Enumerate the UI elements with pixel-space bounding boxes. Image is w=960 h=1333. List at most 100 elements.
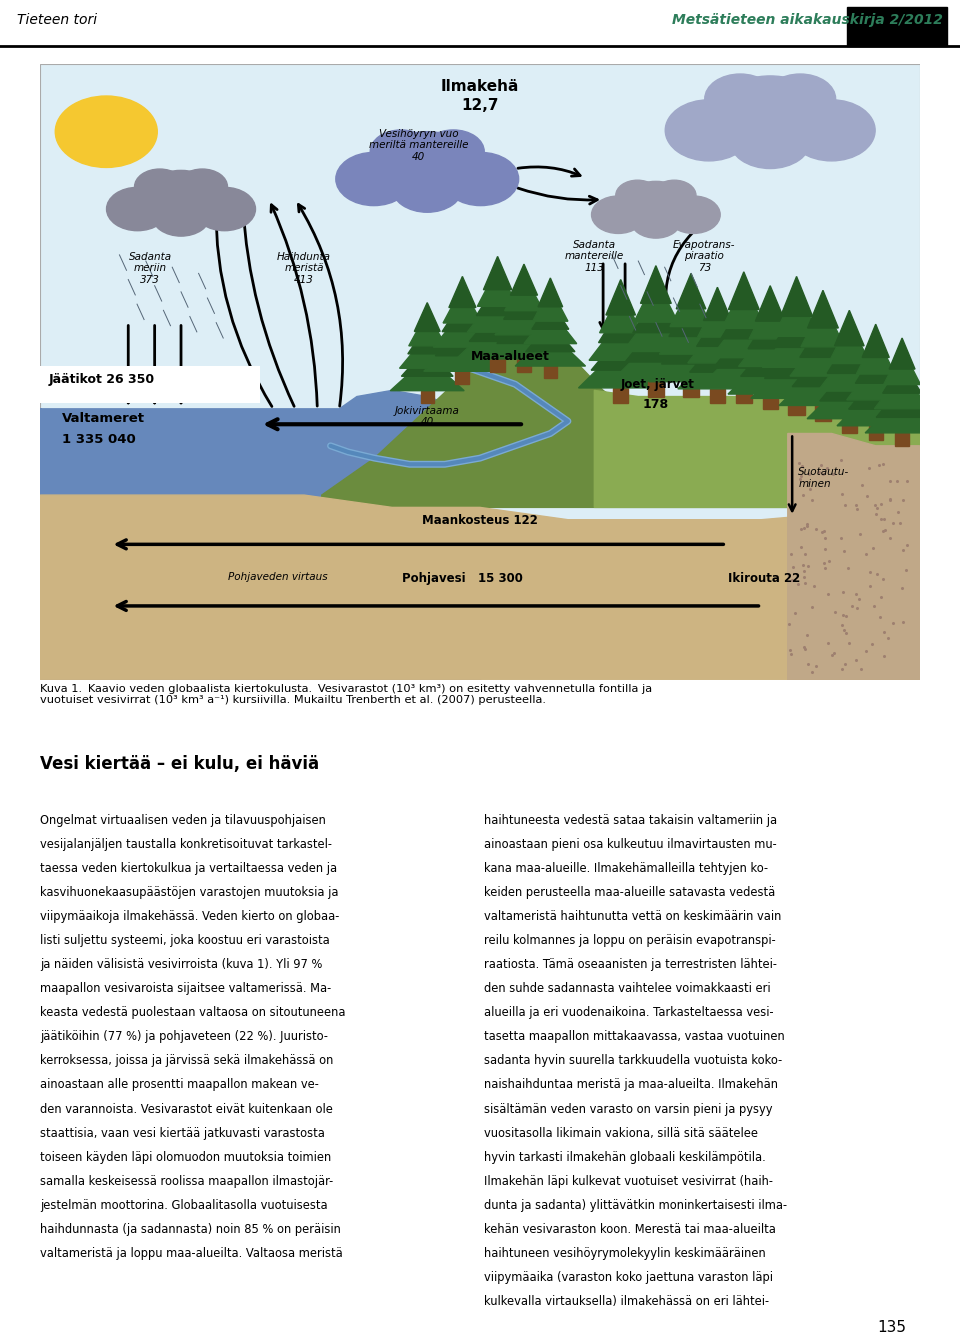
Polygon shape xyxy=(700,343,788,387)
Text: Pohjaveden virtaus: Pohjaveden virtaus xyxy=(228,572,327,583)
Circle shape xyxy=(178,169,228,204)
Polygon shape xyxy=(756,285,785,321)
Text: Ikirouta 22: Ikirouta 22 xyxy=(728,572,801,585)
Circle shape xyxy=(152,196,210,236)
Text: 135: 135 xyxy=(877,1320,906,1333)
Polygon shape xyxy=(762,395,778,409)
Text: Sadanta
mantereille
113: Sadanta mantereille 113 xyxy=(564,240,624,273)
Text: Maa-alueet: Maa-alueet xyxy=(471,351,550,364)
Circle shape xyxy=(788,100,876,161)
Polygon shape xyxy=(862,324,889,357)
Circle shape xyxy=(194,188,255,231)
Text: ainoastaan alle prosentti maapallon makean ve-: ainoastaan alle prosentti maapallon make… xyxy=(40,1078,319,1092)
Polygon shape xyxy=(606,280,636,315)
Circle shape xyxy=(134,169,185,204)
Polygon shape xyxy=(491,359,505,372)
Text: hyvin tarkasti ilmakehän globaali keskilämpötila.: hyvin tarkasti ilmakehän globaali keskil… xyxy=(485,1150,766,1164)
Polygon shape xyxy=(391,357,465,391)
Polygon shape xyxy=(855,351,896,384)
Text: 12,7: 12,7 xyxy=(461,97,499,113)
Text: Jokivirtaama
40: Jokivirtaama 40 xyxy=(395,405,460,428)
Text: Haihdunta
meristä
413: Haihdunta meristä 413 xyxy=(277,252,331,285)
Polygon shape xyxy=(468,293,528,332)
Text: tasetta maapallon mittakaavassa, vastaa vuotuinen: tasetta maapallon mittakaavassa, vastaa … xyxy=(485,1030,785,1044)
Polygon shape xyxy=(818,349,881,391)
Circle shape xyxy=(615,180,660,211)
Polygon shape xyxy=(828,337,872,373)
Text: Joet, järvet: Joet, järvet xyxy=(621,379,695,391)
Text: dunta ja sadanta) ylittävätkin moninkertaisesti ilma-: dunta ja sadanta) ylittävätkin moninkert… xyxy=(485,1198,787,1212)
Polygon shape xyxy=(842,419,857,433)
Polygon shape xyxy=(749,297,791,339)
Polygon shape xyxy=(449,276,476,308)
Text: Kuva 1. Kaavio veden globaalista kiertokulusta. Vesivarastot (10³ km³) on esitet: Kuva 1. Kaavio veden globaalista kiertok… xyxy=(40,684,653,705)
Polygon shape xyxy=(600,292,642,333)
Circle shape xyxy=(591,196,645,233)
Circle shape xyxy=(371,129,432,173)
Circle shape xyxy=(621,181,691,231)
Circle shape xyxy=(705,75,776,124)
Polygon shape xyxy=(815,405,830,421)
Text: maapallon vesivaroista sijaitsee valtamerissä. Ma-: maapallon vesivaroista sijaitsee valtame… xyxy=(40,982,331,996)
Text: staattisia, vaan vesi kiertää jatkuvasti varastosta: staattisia, vaan vesi kiertää jatkuvasti… xyxy=(40,1126,325,1140)
Polygon shape xyxy=(704,287,732,320)
Polygon shape xyxy=(477,268,517,307)
Polygon shape xyxy=(516,332,586,367)
Polygon shape xyxy=(849,376,902,409)
Circle shape xyxy=(667,196,720,233)
Polygon shape xyxy=(420,391,434,403)
Polygon shape xyxy=(613,388,628,403)
Circle shape xyxy=(443,152,518,205)
Text: 178: 178 xyxy=(642,397,669,411)
Polygon shape xyxy=(780,276,812,316)
Polygon shape xyxy=(788,399,804,415)
Circle shape xyxy=(56,96,157,168)
Polygon shape xyxy=(408,325,446,353)
Polygon shape xyxy=(457,319,538,359)
Polygon shape xyxy=(710,313,777,357)
Polygon shape xyxy=(485,323,563,359)
Text: den suhde sadannasta vaihtelee voimakkaasti eri: den suhde sadannasta vaihtelee voimakkaa… xyxy=(485,982,771,996)
Text: 1 335 040: 1 335 040 xyxy=(62,433,136,447)
Polygon shape xyxy=(820,365,878,401)
Polygon shape xyxy=(828,323,871,364)
Text: kasvihuonekaasupäästöjen varastojen muutoksia ja: kasvihuonekaasupäästöjen varastojen muut… xyxy=(40,886,339,898)
Polygon shape xyxy=(598,307,643,343)
Polygon shape xyxy=(40,391,463,680)
Text: vuositasolla likimain vakiona, sillä sitä säätelee: vuositasolla likimain vakiona, sillä sit… xyxy=(485,1126,758,1140)
Polygon shape xyxy=(875,372,930,409)
Polygon shape xyxy=(728,353,812,395)
Polygon shape xyxy=(633,295,679,333)
Polygon shape xyxy=(423,335,501,372)
FancyBboxPatch shape xyxy=(40,365,260,403)
Polygon shape xyxy=(896,433,909,445)
Text: kerroksessa, joissa ja järvissä sekä ilmakehässä on: kerroksessa, joissa ja järvissä sekä ilm… xyxy=(40,1054,334,1068)
Text: kehän vesivaraston koon. Merestä tai maa-alueilta: kehän vesivaraston koon. Merestä tai maa… xyxy=(485,1222,777,1236)
Polygon shape xyxy=(684,381,699,396)
Text: Pohjavesi   15 300: Pohjavesi 15 300 xyxy=(402,572,523,585)
Text: den varannoista. Vesivarastot eivät kuitenkaan ole: den varannoista. Vesivarastot eivät kuit… xyxy=(40,1102,333,1116)
Polygon shape xyxy=(883,348,921,385)
Polygon shape xyxy=(882,363,922,393)
Polygon shape xyxy=(800,320,846,357)
Polygon shape xyxy=(869,425,882,440)
Polygon shape xyxy=(399,335,455,368)
Polygon shape xyxy=(670,285,712,327)
Circle shape xyxy=(336,152,412,205)
Text: toiseen käyden läpi olomuodon muutoksia toimien: toiseen käyden läpi olomuodon muutoksia … xyxy=(40,1150,331,1164)
Polygon shape xyxy=(710,389,725,403)
Polygon shape xyxy=(792,349,853,387)
Polygon shape xyxy=(532,300,569,329)
Polygon shape xyxy=(721,301,767,339)
Text: keasta vedestä puolestaan valtaosa on sitoutuneena: keasta vedestä puolestaan valtaosa on si… xyxy=(40,1006,346,1020)
Polygon shape xyxy=(579,347,663,388)
Circle shape xyxy=(377,132,477,201)
Polygon shape xyxy=(443,301,483,332)
Polygon shape xyxy=(322,341,920,508)
Polygon shape xyxy=(591,335,650,371)
Circle shape xyxy=(665,100,753,161)
Polygon shape xyxy=(669,301,713,336)
Polygon shape xyxy=(889,339,915,369)
Text: Ilmakehä: Ilmakehä xyxy=(441,80,519,95)
Polygon shape xyxy=(435,325,490,356)
